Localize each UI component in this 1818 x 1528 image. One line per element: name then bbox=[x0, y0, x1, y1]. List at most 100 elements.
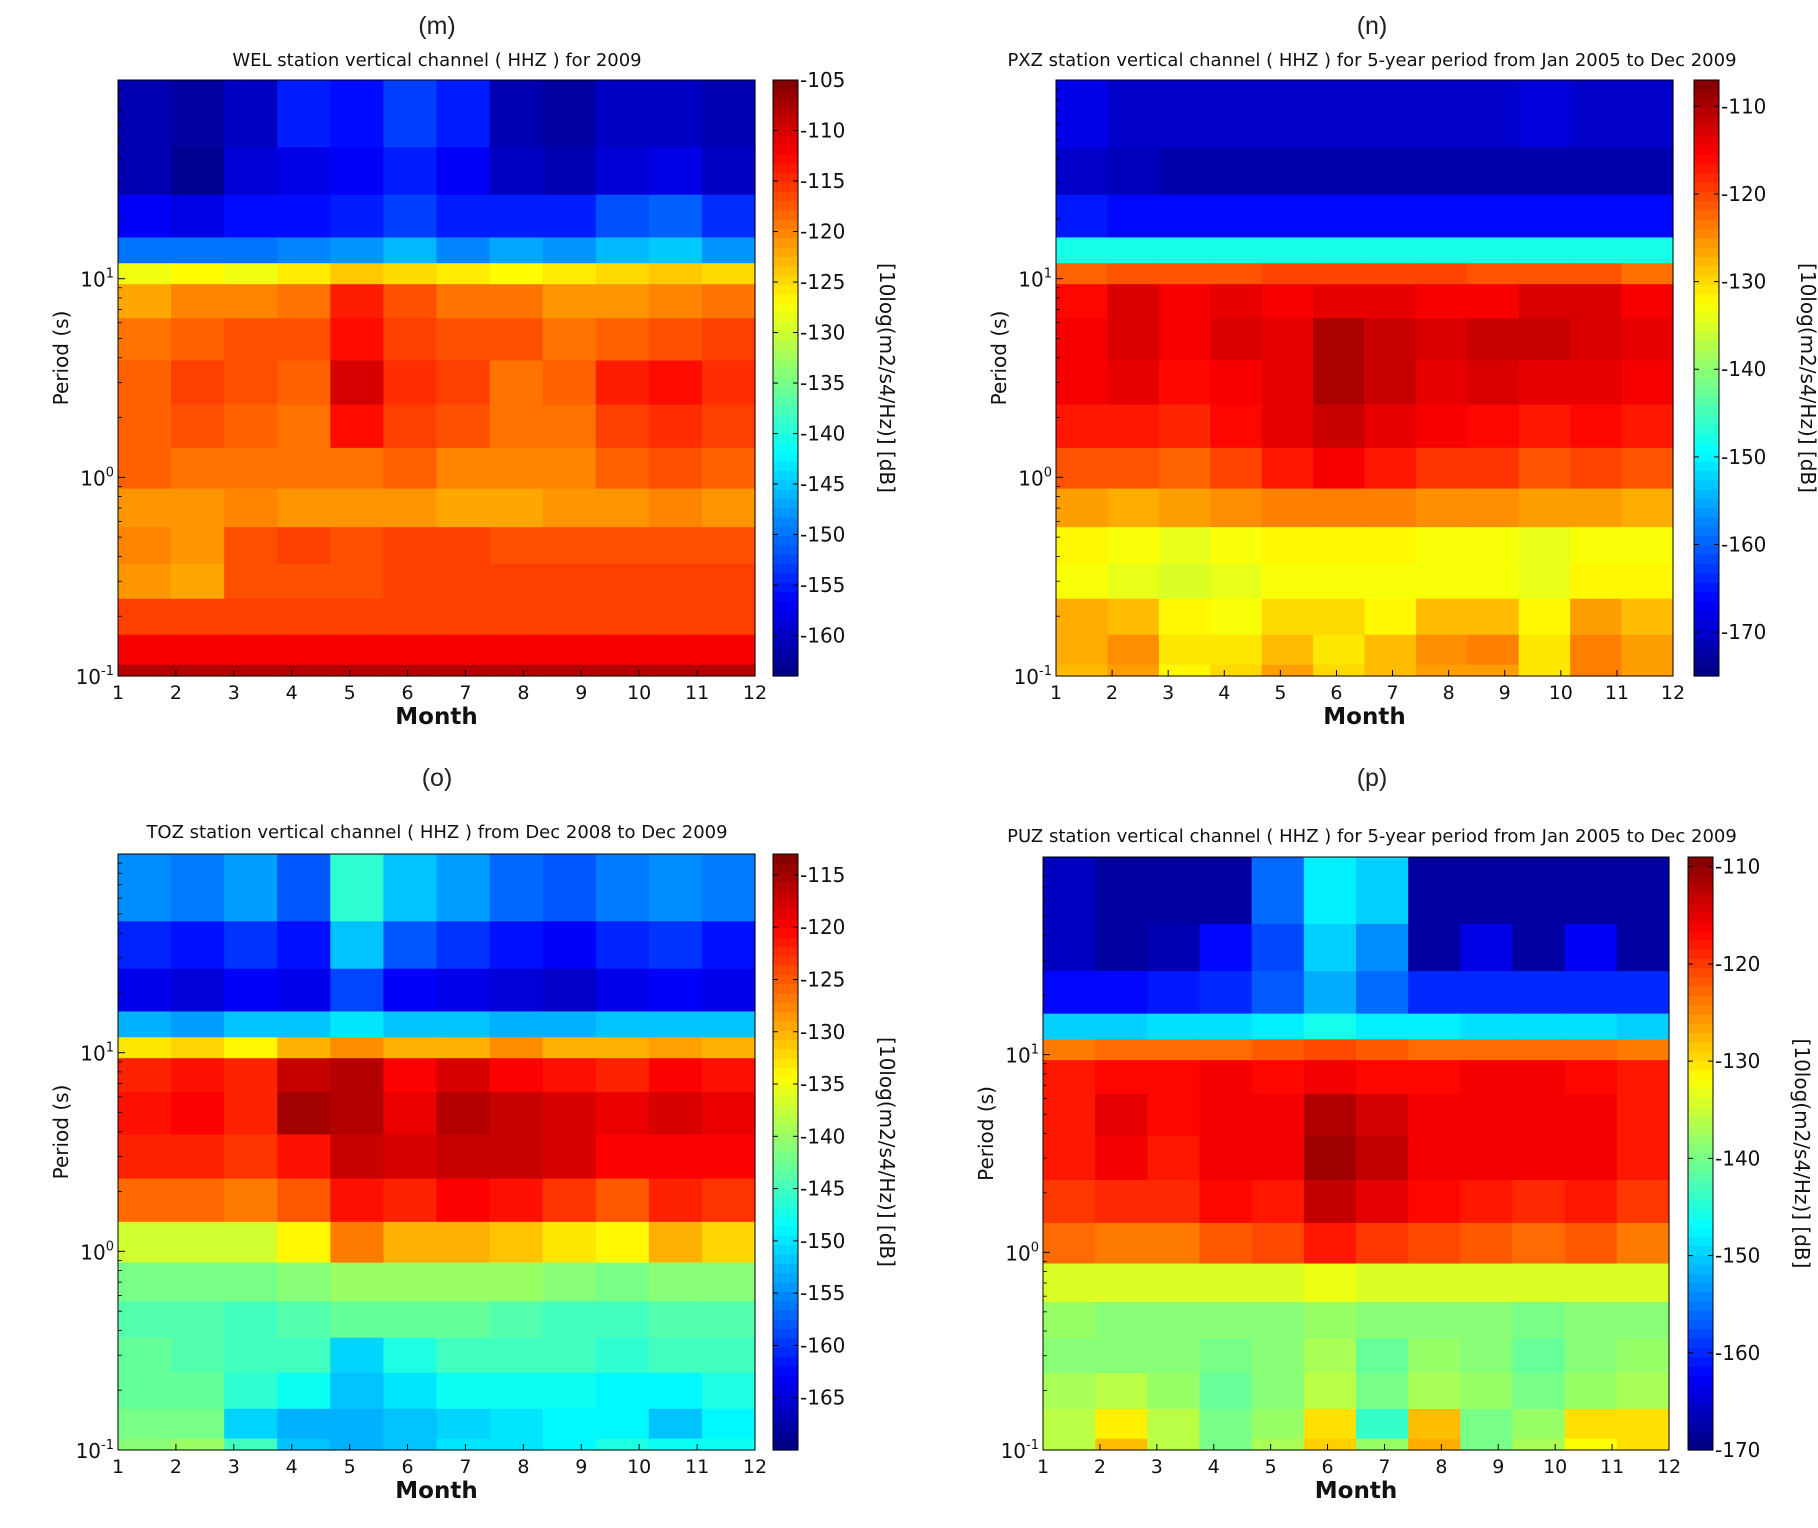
heatmap-cell bbox=[1364, 360, 1417, 406]
heatmap-cell bbox=[1261, 80, 1314, 148]
y-tick-label: 101 bbox=[1005, 1043, 1039, 1068]
plot-frame bbox=[117, 853, 756, 1451]
heatmap-cell bbox=[224, 968, 278, 1013]
heatmap-cell bbox=[330, 1337, 385, 1374]
heatmap-cell bbox=[224, 80, 278, 148]
colorbar-swatch bbox=[1688, 1023, 1713, 1034]
x-tick-label: 1 bbox=[112, 1456, 124, 1478]
colorbar-tick-label: -155 bbox=[800, 573, 845, 597]
heatmap-cell bbox=[1199, 923, 1253, 972]
heatmap-cell bbox=[1158, 318, 1211, 362]
heatmap-cell bbox=[1147, 971, 1201, 1015]
colorbar-swatch bbox=[773, 657, 798, 668]
heatmap-cell bbox=[1043, 1039, 1096, 1061]
x-tick-label: 9 bbox=[575, 1456, 587, 1478]
heatmap-cell bbox=[595, 1301, 650, 1339]
heatmap-cell bbox=[1056, 527, 1109, 565]
heatmap-cell bbox=[1512, 1373, 1566, 1410]
colorbar-swatch bbox=[1694, 536, 1719, 547]
heatmap-cell bbox=[1313, 147, 1366, 196]
colorbar-swatch bbox=[773, 1096, 798, 1107]
heatmap-cell bbox=[1460, 971, 1514, 1015]
heatmap-cell bbox=[224, 1408, 278, 1440]
colorbar-swatch bbox=[1694, 322, 1719, 333]
heatmap-cell bbox=[1518, 80, 1571, 148]
colorbar-tick-label: -135 bbox=[800, 371, 845, 395]
colorbar-swatch bbox=[1688, 1301, 1713, 1312]
heatmap-cell bbox=[277, 1301, 331, 1339]
heatmap-cell bbox=[1570, 237, 1623, 264]
heatmap-cell bbox=[118, 1058, 172, 1093]
heatmap-cell bbox=[383, 1408, 438, 1440]
heatmap-cell bbox=[701, 447, 756, 490]
colorbar-tick-label: -170 bbox=[1715, 1438, 1760, 1462]
heatmap-cell bbox=[1043, 1223, 1096, 1265]
heatmap-cell bbox=[436, 968, 491, 1013]
heatmap-cell bbox=[118, 488, 172, 528]
heatmap-cell bbox=[436, 664, 491, 677]
heatmap-cell bbox=[118, 80, 172, 148]
heatmap-cell bbox=[1261, 194, 1314, 239]
heatmap-cell bbox=[224, 664, 278, 677]
heatmap-cell bbox=[1408, 1223, 1461, 1265]
heatmap-cell bbox=[1056, 447, 1109, 490]
heatmap-cell bbox=[1364, 563, 1417, 600]
heatmap-cell bbox=[383, 1092, 438, 1136]
heatmap-cell bbox=[1616, 1338, 1670, 1374]
heatmap-cell bbox=[224, 921, 278, 970]
heatmap-cell bbox=[436, 598, 491, 636]
colorbar-swatch bbox=[773, 1319, 798, 1330]
colorbar-swatch bbox=[773, 947, 798, 958]
colorbar-swatch bbox=[1694, 461, 1719, 472]
colorbar-swatch bbox=[773, 247, 798, 258]
heatmap-cell bbox=[277, 1221, 331, 1264]
x-tick-label: 1 bbox=[1037, 1456, 1049, 1478]
heatmap-cell bbox=[1210, 284, 1263, 319]
heatmap-cell bbox=[1408, 1060, 1461, 1095]
colorbar-tick-label: -125 bbox=[800, 967, 845, 991]
colorbar-swatch bbox=[773, 554, 798, 565]
y-tick-label: 101 bbox=[80, 267, 114, 292]
colorbar-swatch bbox=[1694, 275, 1719, 286]
heatmap-cell bbox=[489, 1037, 544, 1059]
heatmap-cell bbox=[1356, 1179, 1409, 1224]
heatmap-cell bbox=[171, 1262, 225, 1302]
colorbar-swatch bbox=[1694, 629, 1719, 640]
heatmap-cell bbox=[383, 1262, 438, 1302]
x-tick-label: 12 bbox=[743, 1456, 767, 1478]
heatmap-cell bbox=[171, 1438, 225, 1451]
heatmap-cell bbox=[1210, 664, 1263, 677]
heatmap-cell bbox=[1095, 1060, 1148, 1095]
x-tick-label: 3 bbox=[228, 1456, 240, 1478]
heatmap-cell bbox=[1460, 1263, 1514, 1303]
heatmap-cell bbox=[383, 664, 438, 677]
heatmap-cell bbox=[1415, 404, 1468, 449]
heatmap-cell bbox=[118, 921, 172, 970]
heatmap-cell bbox=[330, 1058, 385, 1093]
colorbar-swatch bbox=[1688, 903, 1713, 914]
colorbar-swatch bbox=[1694, 405, 1719, 416]
heatmap-cell bbox=[595, 404, 650, 449]
colorbar-swatch bbox=[1694, 452, 1719, 463]
colorbar-swatch bbox=[1688, 977, 1713, 988]
heatmap-cell bbox=[1518, 194, 1571, 239]
x-tick-label: 9 bbox=[1492, 1456, 1504, 1478]
heatmap-cell bbox=[1512, 857, 1566, 925]
heatmap-cell bbox=[701, 318, 756, 362]
heatmap-cell bbox=[1210, 318, 1263, 362]
colorbar-tick-label: -160 bbox=[800, 624, 845, 648]
heatmap-cell bbox=[1621, 360, 1674, 406]
heatmap-cell bbox=[1570, 447, 1623, 490]
heatmap-cell bbox=[595, 80, 650, 148]
heatmap-cell bbox=[1564, 1060, 1618, 1095]
colorbar-swatch bbox=[1694, 648, 1719, 658]
heatmap-cell bbox=[436, 147, 491, 196]
heatmap-cell bbox=[277, 237, 331, 264]
heatmap-cell bbox=[330, 1178, 385, 1223]
heatmap-cell bbox=[1364, 318, 1417, 362]
heatmap-cell bbox=[1056, 598, 1109, 636]
heatmap-cell bbox=[1261, 360, 1314, 406]
heatmap-cell bbox=[330, 263, 385, 285]
colorbar-swatch bbox=[773, 1021, 798, 1032]
heatmap-cell bbox=[330, 1262, 385, 1302]
